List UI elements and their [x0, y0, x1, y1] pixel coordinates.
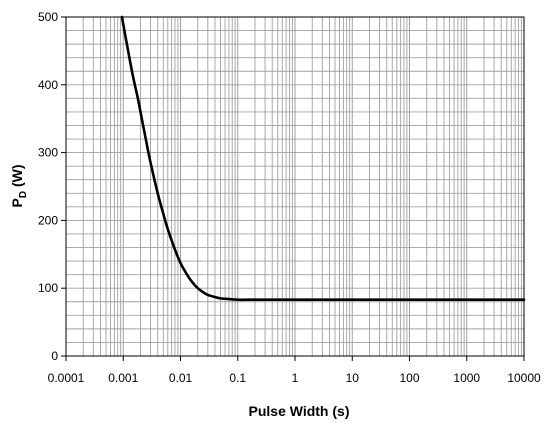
- x-tick-label: 0.1: [229, 371, 246, 385]
- series-line: [120, 15, 526, 302]
- y-tick-label: 200: [38, 213, 58, 227]
- y-axis-title-unit: (W): [9, 164, 25, 190]
- y-axis-title-subscript: D: [18, 191, 29, 198]
- series-group: [120, 15, 526, 302]
- x-axis-title: Pulse Width (s): [249, 403, 350, 419]
- x-tick-label: 0.01: [169, 371, 193, 385]
- grid: [65, 17, 524, 356]
- axes: [61, 16, 525, 361]
- y-tick-label: 300: [38, 146, 58, 160]
- tick-labels: 0 100 200 300 400 500 0.0001 0.001 0.01 0.1 1 10 100…: [38, 10, 541, 385]
- x-tick-label: 0.001: [108, 371, 138, 385]
- y-tick-label: 400: [38, 78, 58, 92]
- y-tick-label: 500: [38, 10, 58, 24]
- x-tick-label: 10000: [507, 371, 541, 385]
- y-axis-title-main: P: [9, 198, 25, 207]
- x-tick-label: 100: [399, 371, 419, 385]
- x-tick-label: 0.0001: [48, 371, 85, 385]
- y-tick-label: 0: [51, 349, 58, 363]
- x-tick-label: 1: [292, 371, 299, 385]
- x-tick-label: 1000: [453, 371, 480, 385]
- y-axis-title: PD (W): [9, 164, 29, 207]
- y-tick-label: 100: [38, 281, 58, 295]
- x-tick-label: 10: [346, 371, 360, 385]
